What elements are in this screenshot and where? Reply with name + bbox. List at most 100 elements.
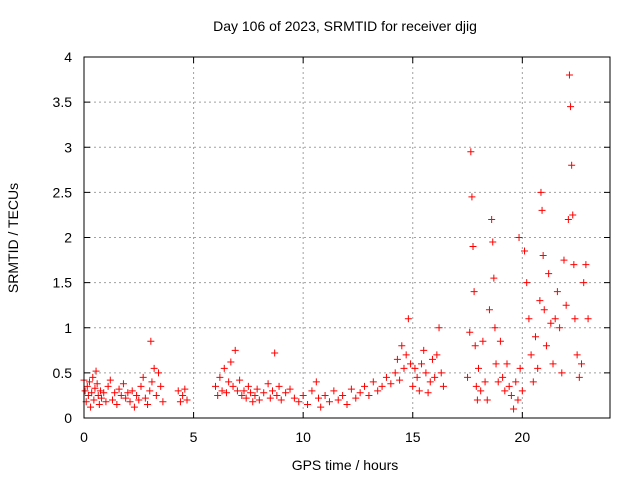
data-point: [152, 391, 160, 399]
data-point: [503, 360, 511, 368]
data-point: [545, 270, 553, 278]
data-point: [527, 351, 535, 359]
x-tick-label: 20: [515, 429, 531, 445]
data-point: [475, 364, 482, 372]
data-point: [564, 215, 572, 223]
data-point: [113, 400, 121, 408]
data-point: [469, 243, 477, 251]
data-point: [568, 161, 576, 169]
data-point: [472, 382, 480, 390]
data-point: [464, 373, 472, 381]
data-point: [334, 396, 342, 404]
data-point: [369, 378, 377, 386]
data-point: [365, 391, 373, 399]
data-point: [179, 391, 187, 399]
data-point: [102, 398, 110, 406]
data-point: [253, 385, 261, 393]
data-point: [437, 369, 445, 377]
data-point: [569, 211, 577, 219]
y-tick-label: 0: [64, 410, 72, 426]
data-point: [119, 380, 127, 388]
data-point: [491, 324, 499, 332]
data-point: [396, 376, 404, 384]
data-point: [496, 337, 504, 345]
data-point: [534, 364, 542, 372]
data-point: [137, 382, 145, 390]
data-point: [273, 391, 281, 399]
data-point: [157, 382, 165, 390]
data-point: [91, 384, 99, 392]
data-point: [233, 387, 241, 395]
data-point: [523, 279, 531, 287]
data-point: [467, 148, 475, 156]
data-point: [220, 364, 228, 372]
data-point: [277, 396, 285, 404]
data-point: [501, 387, 509, 395]
data-point: [551, 315, 559, 323]
data-point: [183, 396, 191, 404]
data-point: [400, 364, 408, 372]
data-point: [488, 215, 496, 223]
data-point: [490, 274, 498, 282]
data-point: [382, 373, 390, 381]
data-point: [304, 400, 312, 408]
data-point: [89, 373, 97, 381]
data-point: [238, 391, 246, 399]
data-point: [536, 297, 544, 305]
data-point: [505, 382, 513, 390]
data-point: [356, 389, 364, 397]
data-point: [146, 387, 154, 395]
data-point: [529, 378, 537, 386]
data-point: [312, 378, 320, 386]
data-point: [393, 355, 401, 363]
data-point: [222, 389, 230, 397]
data-point: [240, 387, 248, 395]
data-point: [387, 380, 395, 388]
data-point: [518, 387, 526, 395]
data-point: [470, 288, 478, 296]
data-point: [268, 387, 276, 395]
data-point: [315, 394, 323, 402]
x-tick-label: 10: [295, 429, 311, 445]
data-point: [558, 369, 566, 377]
data-point: [582, 261, 590, 269]
data-point: [431, 373, 439, 381]
data-point: [584, 315, 592, 323]
data-point: [404, 315, 412, 323]
data-point: [510, 405, 518, 413]
data-point: [565, 71, 573, 79]
data-point: [477, 387, 485, 395]
data-point: [575, 373, 583, 381]
data-point: [573, 351, 581, 359]
data-point: [308, 387, 316, 395]
data-point: [242, 394, 250, 402]
data-point: [104, 382, 112, 390]
data-point: [144, 400, 152, 408]
chart-title: Day 106 of 2023, SRMTID for receiver dji…: [213, 18, 477, 34]
data-point: [128, 387, 136, 395]
data-point: [174, 387, 182, 395]
data-point: [150, 364, 158, 372]
data-point: [282, 389, 290, 397]
data-point: [492, 360, 500, 368]
data-point: [95, 400, 103, 408]
x-tick-label: 15: [405, 429, 421, 445]
data-point: [413, 373, 421, 381]
data-point: [499, 373, 507, 381]
data-point: [407, 360, 415, 368]
data-point: [295, 398, 303, 406]
data-point: [176, 398, 184, 406]
data-point: [481, 378, 489, 386]
data-point: [415, 387, 423, 395]
data-point: [560, 256, 568, 264]
data-point: [236, 376, 244, 384]
data-point: [135, 396, 143, 404]
data-point: [133, 391, 141, 399]
data-point: [122, 394, 130, 402]
data-point: [81, 387, 89, 395]
data-point: [578, 360, 586, 368]
data-point: [286, 385, 294, 393]
data-point: [251, 391, 259, 399]
data-point: [433, 351, 441, 359]
data-point: [571, 315, 579, 323]
